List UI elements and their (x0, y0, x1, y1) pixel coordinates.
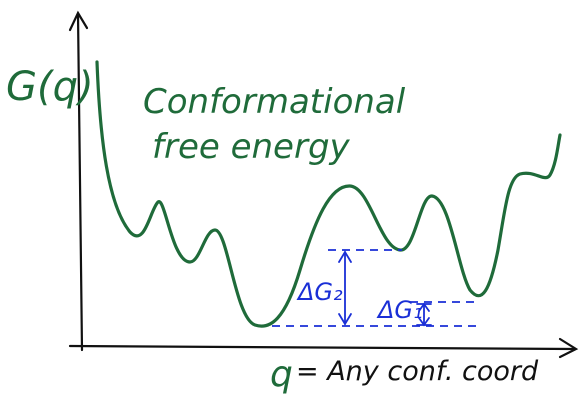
x-axis-description: = Any conf. coord (296, 356, 539, 387)
title-line-1: Conformational (143, 82, 406, 122)
delta-g1-label: ΔG₁ (376, 296, 423, 324)
delta-g2-label: ΔG₂ (296, 278, 343, 306)
title-line-2: free energy (152, 127, 351, 167)
y-axis-label: G(q) (6, 64, 94, 110)
x-axis-q-label: q (270, 354, 293, 395)
x-axis-line (70, 346, 575, 349)
